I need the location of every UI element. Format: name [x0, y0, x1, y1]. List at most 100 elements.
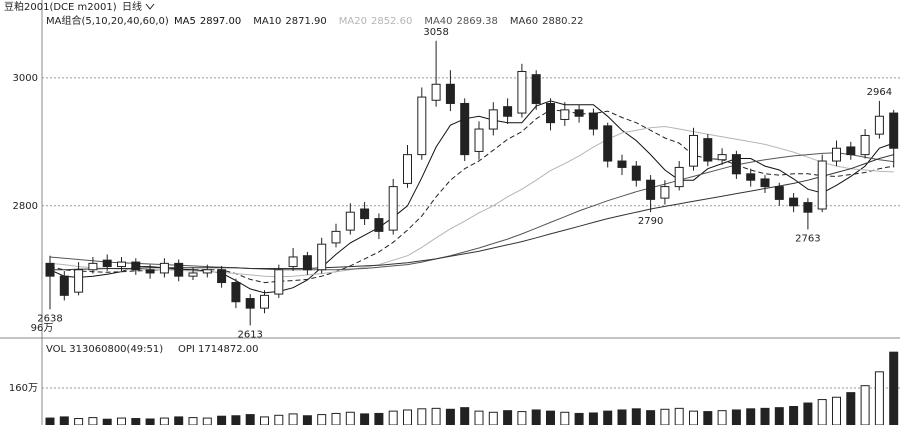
volume-bar	[731, 409, 741, 425]
candle-body	[245, 298, 255, 309]
candle-body	[560, 109, 570, 120]
volume-bar	[503, 410, 513, 425]
candle-body	[717, 154, 727, 161]
price-label: 2763	[795, 233, 820, 244]
candle-body	[302, 255, 312, 271]
volume-bar	[631, 408, 641, 425]
candle-body	[217, 269, 227, 284]
volume-bar	[159, 417, 169, 425]
candle-body	[159, 262, 169, 274]
ma-line	[49, 100, 894, 294]
legend-value: 2852.60	[371, 16, 412, 27]
price-label: 2638	[37, 313, 62, 324]
volume-bar	[360, 413, 370, 425]
period[interactable]: 日线	[122, 0, 142, 13]
volume-bar	[345, 411, 355, 425]
volume-bar	[317, 414, 327, 425]
volume-bar	[689, 410, 698, 425]
ma-line	[49, 125, 894, 278]
dropdown-icon[interactable]	[145, 3, 155, 10]
volume-bar	[431, 407, 441, 425]
volume-bar	[202, 417, 212, 425]
volume-bar	[546, 410, 555, 425]
candle-body	[231, 282, 241, 303]
candle-body	[274, 269, 284, 295]
volume-bar	[102, 418, 112, 425]
volume-bar	[131, 418, 141, 425]
legend-name: MA40	[424, 16, 452, 27]
candle-body	[617, 160, 627, 168]
volume-bar	[488, 411, 498, 425]
volume-bar	[88, 417, 98, 425]
volume-bar	[617, 409, 627, 425]
legend-title: MA组合(5,10,20,40,60,0)	[46, 14, 169, 27]
volume-bar	[660, 408, 670, 425]
volume-bar	[117, 417, 126, 425]
volume-bar	[245, 414, 255, 425]
volume-bar	[388, 410, 398, 425]
volume-bar	[717, 410, 727, 425]
candle-body	[131, 261, 141, 271]
volume-bar	[74, 418, 84, 425]
price-label: 2790	[638, 216, 663, 227]
volume-bar	[403, 409, 412, 425]
candle-body	[574, 109, 584, 117]
candle-body	[832, 147, 841, 162]
legend-value: 2869.38	[457, 16, 498, 27]
legend-name: MA10	[253, 16, 281, 27]
candle-body	[803, 202, 813, 213]
symbol: 豆粕2001(DCE m2001)	[4, 0, 117, 13]
candle-body	[345, 211, 355, 231]
candle-body	[674, 166, 684, 188]
volume-bar	[560, 411, 570, 425]
candle-body	[517, 70, 527, 114]
candle-body	[774, 186, 784, 200]
candle-body	[631, 165, 641, 181]
candle-body	[789, 197, 799, 207]
candle-body	[488, 109, 498, 130]
price-label: 2613	[237, 329, 262, 340]
candle-body	[546, 102, 555, 124]
candle-body	[474, 128, 484, 152]
candle-body	[74, 269, 84, 293]
volume-bar	[174, 416, 184, 425]
candle-body	[860, 134, 870, 156]
ma-line	[50, 154, 894, 271]
volume-bar	[302, 415, 312, 425]
price-label: 2964	[867, 87, 892, 98]
legend-name: MA60	[510, 16, 538, 27]
volume-bar	[832, 396, 841, 425]
candle-body	[760, 178, 770, 188]
candle-body	[374, 218, 384, 232]
candle-body	[317, 243, 327, 271]
candle-body	[817, 160, 827, 210]
volume-bar	[517, 411, 527, 425]
candle-body	[145, 269, 155, 274]
candle-body	[531, 74, 541, 104]
candle-body	[388, 186, 398, 231]
candle-body	[646, 179, 656, 200]
candle-body	[403, 154, 412, 184]
volume-bar	[703, 411, 713, 425]
candle-body	[503, 106, 513, 117]
volume-bar	[789, 406, 799, 425]
ma-line	[49, 109, 894, 284]
volume-bar	[646, 410, 656, 425]
candle-body	[703, 138, 713, 162]
y-tick-label: 3000	[13, 73, 38, 84]
candle-body	[188, 272, 198, 277]
candle-body	[460, 102, 470, 156]
volume-bar	[460, 407, 470, 425]
volume-bar	[531, 409, 541, 425]
volume-bar	[231, 415, 241, 425]
volume-bar	[474, 410, 484, 425]
volume-bar	[860, 385, 870, 425]
candle-body	[603, 125, 613, 162]
legend-name: MA20	[339, 16, 367, 27]
candle-body	[174, 262, 184, 277]
volume-bar	[374, 412, 384, 425]
price-label: 3058	[423, 27, 448, 38]
candle-body	[202, 269, 212, 274]
